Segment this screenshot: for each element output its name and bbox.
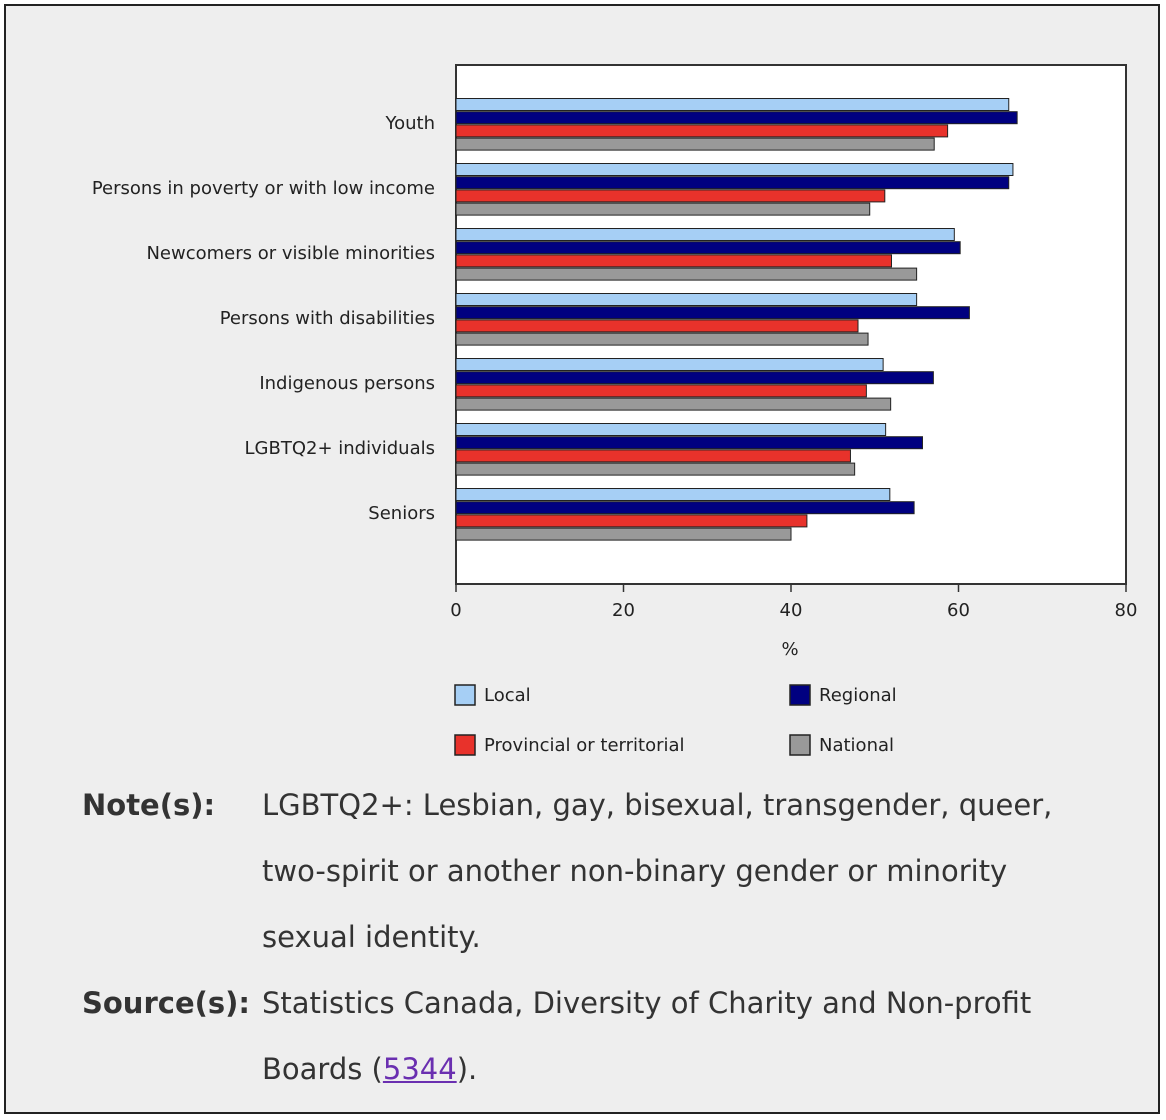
legend-label: Provincial or territorial xyxy=(484,735,685,756)
bar-local-2 xyxy=(455,163,1014,176)
bar-national-1 xyxy=(455,137,935,151)
x-tick-label: 60 xyxy=(947,600,970,621)
category-label: Persons in poverty or with low income xyxy=(92,178,435,199)
bar-provincial-or-territorial-4 xyxy=(455,319,859,333)
bar-local-3 xyxy=(455,228,955,241)
plot-area: Youth Persons in poverty or with low inco… xyxy=(92,64,1138,660)
source-label: Source(s): xyxy=(82,986,250,1020)
bar-local-6 xyxy=(455,423,887,436)
bar-national-7 xyxy=(455,527,792,541)
x-axis-title: % xyxy=(781,639,798,660)
legend-swatch xyxy=(454,684,476,706)
note-label: Note(s): xyxy=(82,788,216,822)
category-label: Newcomers or visible minorities xyxy=(146,243,435,264)
bar-national-3 xyxy=(455,267,918,281)
bar-provincial-or-territorial-1 xyxy=(455,124,949,138)
category-label: Youth xyxy=(385,113,436,134)
note-text: LGBTQ2+: Lesbian, gay, bisexual, transge… xyxy=(262,788,1053,954)
bar-regional-2 xyxy=(455,176,1010,190)
bar-chart: Youth Persons in poverty or with low inco… xyxy=(92,64,1138,756)
legend-swatch xyxy=(789,684,811,706)
category-label: Persons with disabilities xyxy=(220,308,435,329)
bar-national-5 xyxy=(455,397,892,411)
bar-local-7 xyxy=(455,488,891,501)
bar-local-4 xyxy=(455,293,918,306)
bar-national-6 xyxy=(455,462,856,476)
source-row: Source(s): Statistics Canada, Diversity … xyxy=(82,970,1082,1102)
category-label: LGBTQ2+ individuals xyxy=(245,438,435,459)
bar-national-2 xyxy=(455,202,871,216)
bar-provincial-or-territorial-6 xyxy=(455,449,851,463)
bar-regional-6 xyxy=(455,436,923,450)
bar-national-4 xyxy=(455,332,869,346)
legend: Local Regional Provincial or territorial Na… xyxy=(454,684,897,756)
category-label: Seniors xyxy=(368,503,435,524)
notes-section: Note(s): LGBTQ2+: Lesbian, gay, bisexual… xyxy=(82,772,1082,1102)
category-label: Indigenous persons xyxy=(259,373,435,394)
x-tick-label: 40 xyxy=(780,600,803,621)
legend-swatch xyxy=(454,734,476,756)
legend-swatch xyxy=(789,734,811,756)
source-text: Statistics Canada, Diversity of Charity … xyxy=(262,970,1082,1102)
source-table-link[interactable]: 5344 xyxy=(382,1052,457,1086)
bar-regional-1 xyxy=(455,111,1018,125)
bar-local-1 xyxy=(455,98,1010,111)
x-tick-label: 0 xyxy=(450,600,461,621)
bar-provincial-or-territorial-3 xyxy=(455,254,892,268)
bar-regional-7 xyxy=(455,501,915,515)
x-tick-label: 20 xyxy=(612,600,635,621)
legend-label: National xyxy=(819,735,894,756)
x-tick-label: 80 xyxy=(1115,600,1138,621)
bar-provincial-or-territorial-2 xyxy=(455,189,886,203)
source-text-after: ). xyxy=(456,1052,478,1086)
bar-provincial-or-territorial-7 xyxy=(455,514,808,528)
source-text-before: Statistics Canada, Diversity of Charity … xyxy=(262,986,1032,1086)
legend-label: Local xyxy=(484,685,531,706)
legend-label: Regional xyxy=(819,685,897,706)
bar-regional-3 xyxy=(455,241,961,255)
bar-regional-4 xyxy=(455,306,970,320)
note-row: Note(s): LGBTQ2+: Lesbian, gay, bisexual… xyxy=(82,772,1082,970)
bar-local-5 xyxy=(455,358,884,371)
bar-regional-5 xyxy=(455,371,934,385)
bar-provincial-or-territorial-5 xyxy=(455,384,867,398)
